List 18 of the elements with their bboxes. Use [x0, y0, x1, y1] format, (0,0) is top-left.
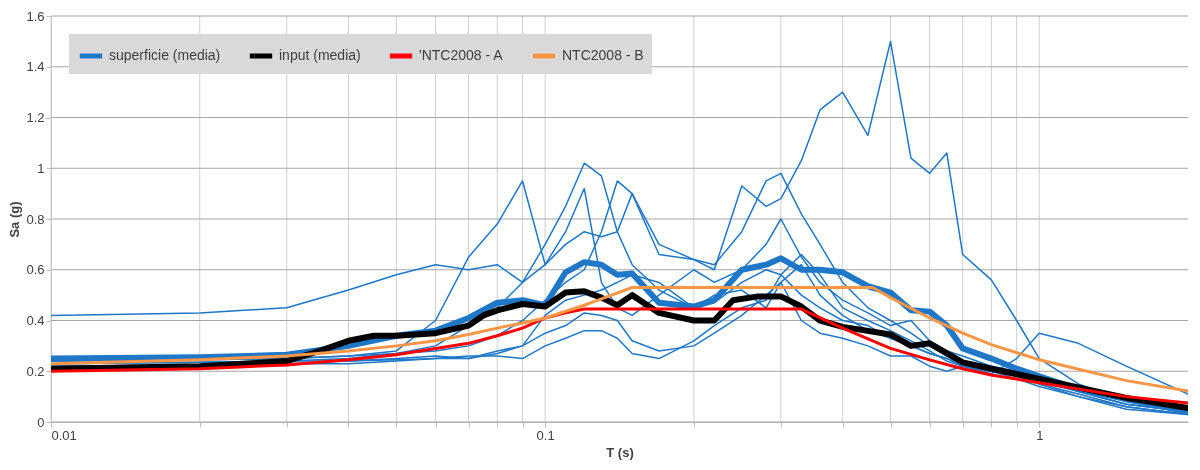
- y-tick-label: 0.8: [26, 211, 45, 227]
- y-axis-title: Sa (g): [7, 201, 23, 238]
- y-tick-label: 0.2: [26, 363, 45, 379]
- x-axis-title: T (s): [606, 444, 634, 460]
- y-tick-label: 1.2: [26, 110, 45, 125]
- x-tick-label: 1: [1036, 427, 1044, 443]
- x-tick-label: 0.1: [536, 427, 555, 443]
- y-tick-label: 0.6: [26, 262, 45, 278]
- y-tick-label: 0.4: [26, 313, 45, 328]
- legend-label: NTC2008 - B: [562, 47, 644, 63]
- legend-label: 'NTC2008 - A: [419, 47, 504, 63]
- legend-label: superficie (media): [109, 47, 221, 63]
- y-tick-label: 1.4: [26, 59, 45, 75]
- y-tick-label: 1.6: [26, 8, 45, 24]
- y-tick-label: 0: [37, 414, 45, 430]
- y-tick-label: 1: [37, 160, 45, 176]
- legend-label: input (media): [279, 47, 361, 63]
- x-tick-label: 0.01: [51, 427, 77, 443]
